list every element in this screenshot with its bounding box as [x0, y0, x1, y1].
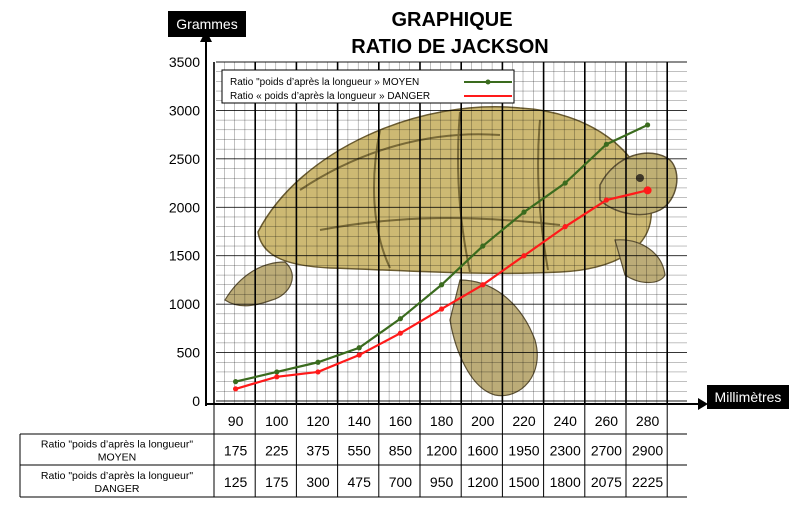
data-point — [274, 369, 280, 375]
table-cell: 125 — [224, 474, 248, 490]
table-cell: 1500 — [508, 474, 539, 490]
x-tick-label: 160 — [389, 413, 413, 429]
y-tick-label: 2000 — [169, 199, 200, 215]
table-row-label: Ratio "poids d’après la longueur" — [41, 439, 193, 451]
data-point — [315, 369, 321, 375]
x-tick-label: 180 — [430, 413, 454, 429]
table-row-label: Ratio "poids d’après la longueur" — [41, 470, 193, 482]
data-point — [480, 282, 486, 288]
data-point — [521, 253, 527, 259]
table-cell: 2300 — [550, 443, 581, 459]
data-point — [480, 243, 486, 249]
table-cell: 1200 — [426, 443, 457, 459]
chart-title-line2: RATIO DE JACKSON — [351, 36, 548, 58]
data-point — [356, 352, 362, 358]
y-tick-label: 3500 — [169, 54, 200, 70]
axes: 0 500 1000 1500 2000 2500 3000 3500 — [169, 30, 708, 410]
table-cell: 2225 — [632, 474, 663, 490]
data-point — [315, 359, 321, 365]
y-axis-label-box: Grammes — [168, 11, 246, 37]
table-cell: 225 — [265, 443, 289, 459]
legend-label-danger: Ratio « poids d’après la longueur » DANG… — [230, 91, 430, 102]
table-row-sublabel: MOYEN — [98, 452, 137, 464]
data-point — [233, 379, 239, 385]
table-cell: 950 — [430, 474, 454, 490]
data-point — [439, 306, 445, 312]
legend-label-moyen: Ratio "poids d’après la longueur » MOYEN — [230, 77, 419, 88]
data-point — [439, 282, 445, 288]
table-row-sublabel: DANGER — [95, 483, 140, 495]
data-point — [233, 386, 239, 392]
legend: Ratio "poids d’après la longueur » MOYEN… — [221, 69, 515, 104]
data-point — [603, 141, 610, 147]
y-tick-label: 2500 — [169, 151, 200, 167]
series-moyen — [233, 122, 651, 385]
data-point — [274, 374, 280, 380]
x-tick-label: 220 — [512, 413, 536, 429]
table-cell: 300 — [306, 474, 330, 490]
series-danger — [233, 186, 652, 392]
plot-grid — [213, 61, 687, 404]
data-point — [397, 316, 403, 322]
y-tick-label: 1500 — [169, 248, 200, 264]
table-cell: 850 — [389, 443, 413, 459]
x-tick-label: 140 — [348, 413, 372, 429]
x-tick-label: 240 — [554, 413, 578, 429]
x-tick-label: 280 — [636, 413, 660, 429]
table-cell: 700 — [389, 474, 413, 490]
data-point — [603, 197, 610, 203]
y-tick-label: 0 — [192, 393, 200, 409]
data-table: 90 100 120 140 160 180 200 220 240 260 280 Ratio "p… — [19, 404, 687, 498]
table-cell: 550 — [348, 443, 372, 459]
y-tick-label: 1000 — [169, 296, 200, 312]
data-point — [562, 224, 568, 230]
x-tick-label: 260 — [595, 413, 619, 429]
table-cell: 475 — [348, 474, 372, 490]
data-point — [562, 180, 568, 186]
table-cell: 2075 — [591, 474, 622, 490]
x-tick-label: 90 — [228, 413, 244, 429]
table-cell: 175 — [224, 443, 248, 459]
x-tick-label: 120 — [306, 413, 330, 429]
y-axis-label: Grammes — [176, 16, 237, 32]
x-tick-label: 200 — [471, 413, 495, 429]
data-point — [645, 122, 651, 128]
chart-title-line1: GRAPHIQUE — [391, 9, 512, 31]
table-cell: 1950 — [508, 443, 539, 459]
table-cell: 2900 — [632, 443, 663, 459]
table-cell: 1800 — [550, 474, 581, 490]
x-axis-label-box: Millimètres — [707, 385, 789, 409]
x-axis-arrow — [698, 398, 708, 410]
legend-marker-moyen — [485, 79, 491, 85]
data-point — [521, 209, 527, 215]
y-tick-label: 500 — [177, 345, 201, 361]
data-point — [397, 330, 403, 336]
data-point — [356, 345, 362, 351]
data-series — [233, 122, 652, 392]
table-cell: 175 — [265, 474, 289, 490]
table-cell: 375 — [306, 443, 330, 459]
data-point — [643, 186, 652, 195]
table-cell: 2700 — [591, 443, 622, 459]
y-tick-label: 3000 — [169, 102, 200, 118]
table-cell: 1200 — [467, 474, 498, 490]
x-axis-label: Millimètres — [715, 389, 782, 405]
x-tick-label: 100 — [265, 413, 289, 429]
table-cell: 1600 — [467, 443, 498, 459]
